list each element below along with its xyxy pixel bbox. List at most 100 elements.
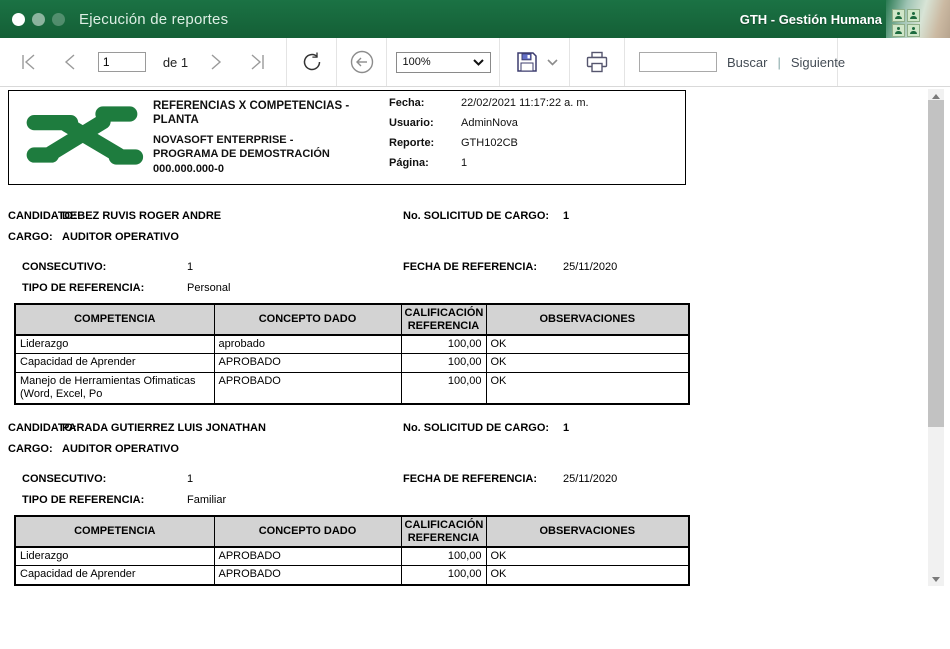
table-row: Manejo de Herramientas Ofimaticas (Word,… [14, 371, 690, 405]
fecha-referencia-label: FECHA DE REFERENCIA: [403, 261, 538, 273]
buscar-link[interactable]: Buscar [727, 54, 768, 70]
window-dot-3[interactable] [52, 12, 65, 26]
title-bar: Ejecución de reportes GTH - Gestión Huma… [0, 0, 950, 38]
col-header-observaciones: OBSERVACIONES [485, 515, 690, 549]
scrollbar-thumb[interactable] [928, 100, 944, 427]
print-icon [586, 51, 608, 72]
search-input[interactable] [639, 52, 717, 72]
report-header-box: REFERENCIAS X COMPETENCIAS - PLANTA NOVA… [8, 90, 686, 185]
org-chart-icon [892, 9, 920, 37]
vertical-scrollbar[interactable] [928, 89, 944, 586]
cell-calificacion: 100,00 [400, 565, 487, 586]
tipo-referencia-value: Personal [187, 282, 231, 294]
scroll-down-button[interactable] [928, 572, 944, 586]
usuario-label: Usuario: [389, 117, 434, 129]
back-group [337, 38, 387, 86]
cell-concepto: aprobado [213, 334, 402, 355]
last-page-button[interactable] [244, 50, 270, 74]
module-photo [886, 0, 950, 38]
report-viewport: REFERENCIAS X COMPETENCIAS - PLANTA NOVA… [0, 88, 950, 649]
back-button[interactable] [346, 46, 378, 78]
scroll-up-button[interactable] [928, 89, 944, 103]
usuario-value: AdminNova [461, 117, 518, 129]
save-group [500, 38, 570, 86]
window-dots [12, 12, 65, 26]
consecutivo-label: CONSECUTIVO: [22, 261, 107, 273]
cell-competencia: Liderazgo [14, 546, 215, 567]
refresh-button[interactable] [297, 47, 327, 77]
next-page-icon [211, 54, 222, 70]
competencias-table: COMPETENCIA CONCEPTO DADO CALIFICACIÓN R… [14, 303, 690, 406]
cargo-value: AUDITOR OPERATIVO [62, 443, 179, 455]
next-page-button[interactable] [205, 50, 227, 74]
fecha-label: Fecha: [389, 97, 425, 109]
cell-calificacion: 100,00 [400, 334, 487, 355]
save-dropdown-chevron-icon[interactable] [546, 58, 558, 66]
candidato-label: CANDIDATO: [8, 422, 77, 434]
solicitud-value: 1 [563, 422, 570, 434]
save-button[interactable] [512, 47, 542, 77]
first-page-button[interactable] [16, 50, 42, 74]
refresh-group [287, 38, 337, 86]
pagina-label: Página: [389, 157, 429, 169]
window-dot-2[interactable] [32, 12, 45, 26]
chevron-down-icon [472, 58, 484, 66]
tipo-referencia-label: TIPO DE REFERENCIA: [22, 494, 145, 506]
previous-page-button[interactable] [59, 50, 81, 74]
cell-concepto: APROBADO [213, 546, 402, 567]
cell-observaciones: OK [485, 565, 690, 586]
previous-page-icon [64, 54, 75, 70]
last-page-icon [251, 54, 264, 70]
back-circle-icon [350, 50, 373, 74]
consecutivo-label: CONSECUTIVO: [22, 473, 107, 485]
table-row: Liderazgo aprobado 100,00 OK [14, 334, 690, 355]
module-label: GTH - Gestión Humana [739, 11, 882, 27]
col-header-competencia: COMPETENCIA [14, 515, 215, 549]
solicitud-label: No. SOLICITUD DE CARGO: [403, 422, 550, 434]
consecutivo-value: 1 [187, 261, 194, 273]
report-toolbar: de 1 100% [0, 38, 950, 87]
print-button[interactable] [581, 47, 613, 78]
cell-competencia: Capacidad de Aprender [14, 353, 215, 373]
cell-concepto: APROBADO [213, 371, 402, 405]
col-header-observaciones: OBSERVACIONES [485, 303, 690, 337]
cell-concepto: APROBADO [213, 353, 402, 373]
table-row: Liderazgo APROBADO 100,00 OK [14, 546, 690, 567]
solicitud-value: 1 [563, 210, 570, 222]
cell-calificacion: 100,00 [400, 371, 487, 405]
cell-competencia: Capacidad de Aprender [14, 565, 215, 586]
siguiente-link[interactable]: Siguiente [790, 54, 846, 70]
report-meta-fields: Fecha: 22/02/2021 11:17:22 a. m. Usuario… [389, 97, 679, 177]
zoom-value: 100% [402, 56, 431, 68]
novasoft-logo [26, 106, 144, 165]
col-header-competencia: COMPETENCIA [14, 303, 215, 337]
cell-observaciones: OK [485, 371, 690, 405]
cell-calificacion: 100,00 [400, 546, 487, 567]
company-id: 000.000.000-0 [153, 163, 224, 176]
col-header-calificacion: CALIFICACIÓN REFERENCIA [400, 515, 487, 549]
company-line1: NOVASOFT ENTERPRISE - [153, 133, 294, 146]
cell-calificacion: 100,00 [400, 353, 487, 373]
links-separator: | [777, 54, 781, 70]
cell-competencia: Manejo de Herramientas Ofimaticas (Word,… [14, 371, 215, 405]
col-header-concepto: CONCEPTO DADO [213, 515, 402, 549]
candidato-value: DEBEZ RUVIS ROGER ANDRE [62, 210, 222, 222]
solicitud-label: No. SOLICITUD DE CARGO: [403, 210, 550, 222]
scroll-down-icon [932, 576, 940, 582]
fecha-referencia-value: 25/11/2020 [563, 261, 618, 273]
zoom-select[interactable]: 100% [395, 51, 491, 73]
pagina-value: 1 [461, 157, 468, 169]
cell-competencia: Liderazgo [14, 334, 215, 355]
fecha-referencia-value: 25/11/2020 [563, 473, 618, 485]
window-dot-1[interactable] [12, 12, 25, 26]
cell-observaciones: OK [485, 334, 690, 355]
reporte-value: GTH102CB [461, 137, 518, 149]
search-group: Buscar | Siguiente [625, 38, 845, 86]
consecutivo-value: 1 [187, 473, 194, 485]
cargo-value: AUDITOR OPERATIVO [62, 231, 179, 243]
page-number-input[interactable] [97, 52, 146, 72]
candidato-value: PARADA GUTIERREZ LUIS JONATHAN [62, 422, 266, 434]
print-group [570, 38, 625, 86]
table-row: Capacidad de Aprender APROBADO 100,00 OK [14, 353, 690, 373]
fecha-referencia-label: FECHA DE REFERENCIA: [403, 473, 538, 485]
